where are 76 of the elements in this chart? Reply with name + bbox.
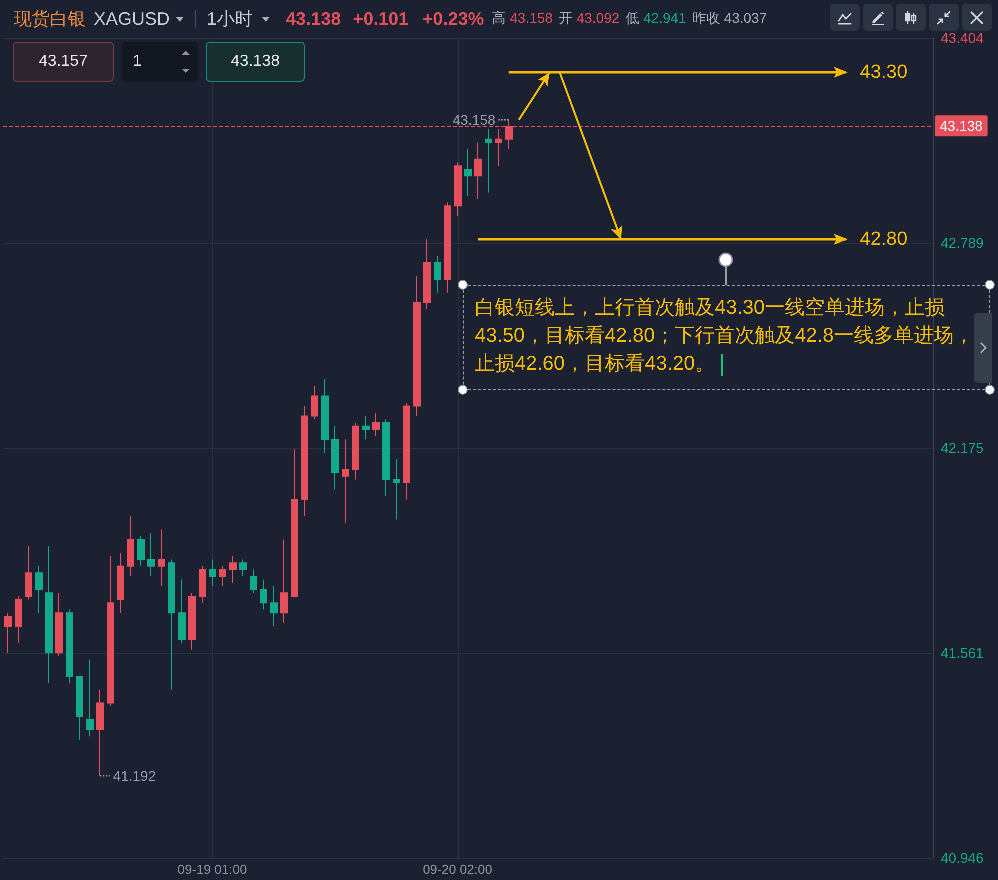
candlestick [239,559,247,577]
annotation: 43.158 [452,112,496,128]
y-tick-label: 43.404 [941,30,984,46]
candlestick [413,276,421,417]
candlestick [321,379,329,454]
candlestick [188,592,196,650]
candlestick [495,128,502,167]
text: +0.101 [353,8,409,30]
chart-title: 现货白银 [14,8,86,31]
candlestick [474,142,482,200]
annotation: 白银短线上，上行首次触及43.30一线空单进场，止损43.50，目标看42.80；下行首次触及42.8一线多单进场，止损42.60，目标看43.20。 [475,296,976,377]
candlestick [454,162,462,217]
candlestick [199,566,206,604]
y-tick-label: 41.561 [941,644,984,661]
text: +0.23% [422,8,484,30]
annotation: 41.192 [113,768,156,784]
candlestick [35,566,43,614]
candlestick [423,238,431,310]
candlestick [291,449,298,597]
price-field: 43.157 [13,42,114,82]
y-tick-label: 42.175 [941,440,984,456]
candlestick [301,406,308,517]
candlestick [342,439,349,524]
candlestick [352,422,359,480]
candlestick [117,552,124,614]
annotation: 1 [133,53,142,71]
ref-line-label: 43.30 [860,62,908,84]
candlestick [86,659,94,738]
candlestick [464,148,472,197]
candlestick [96,689,104,776]
candlestick [137,536,145,567]
chart-subtitle: XAGUSD [94,8,170,30]
candlestick [362,416,370,440]
candlestick [229,556,237,584]
candlestick [485,128,492,194]
candlestick [209,559,216,587]
candlestick [331,426,339,490]
candlestick [25,546,32,600]
candlestick [158,529,165,587]
candlestick [393,459,400,520]
text: 昨收 43.037 [692,10,768,26]
candlestick [127,516,134,577]
candlestick [55,592,63,658]
text: 43.138 [286,8,342,30]
candlestick [147,532,155,577]
x-tick-label: 09-20 02:00 [423,862,492,877]
quantity-field: 1 [122,42,198,82]
x-tick-label: 09-19 01:00 [178,862,248,877]
candlestick [66,609,73,684]
ref-line-label: 42.80 [860,228,908,250]
candlestick [45,546,53,684]
candlestick [4,612,12,654]
candlestick [76,676,83,740]
ref-line-label: 43.138 [940,118,984,134]
candlestick [107,556,114,708]
candlestick [219,566,226,587]
candlestick [434,256,441,294]
text: 低 42.941 [626,10,686,26]
candlestick [403,402,410,500]
candlestick [444,202,451,294]
candlestick [382,419,390,497]
candlestick [168,559,175,690]
text: 高 43.158 [492,10,553,26]
text: 1小时 [207,8,254,31]
price-field: 43.138 [206,42,305,82]
candlestick [372,412,380,437]
text: 开 43.092 [558,10,620,26]
candlestick [15,596,22,644]
candlestick [311,386,318,420]
candlestick [260,579,267,610]
candlestick [280,539,288,624]
y-tick-label: 42.789 [941,235,984,252]
candlestick [178,579,186,644]
candlestick [270,586,278,627]
candlestick [250,569,257,594]
y-tick-label: 40.946 [941,850,984,866]
